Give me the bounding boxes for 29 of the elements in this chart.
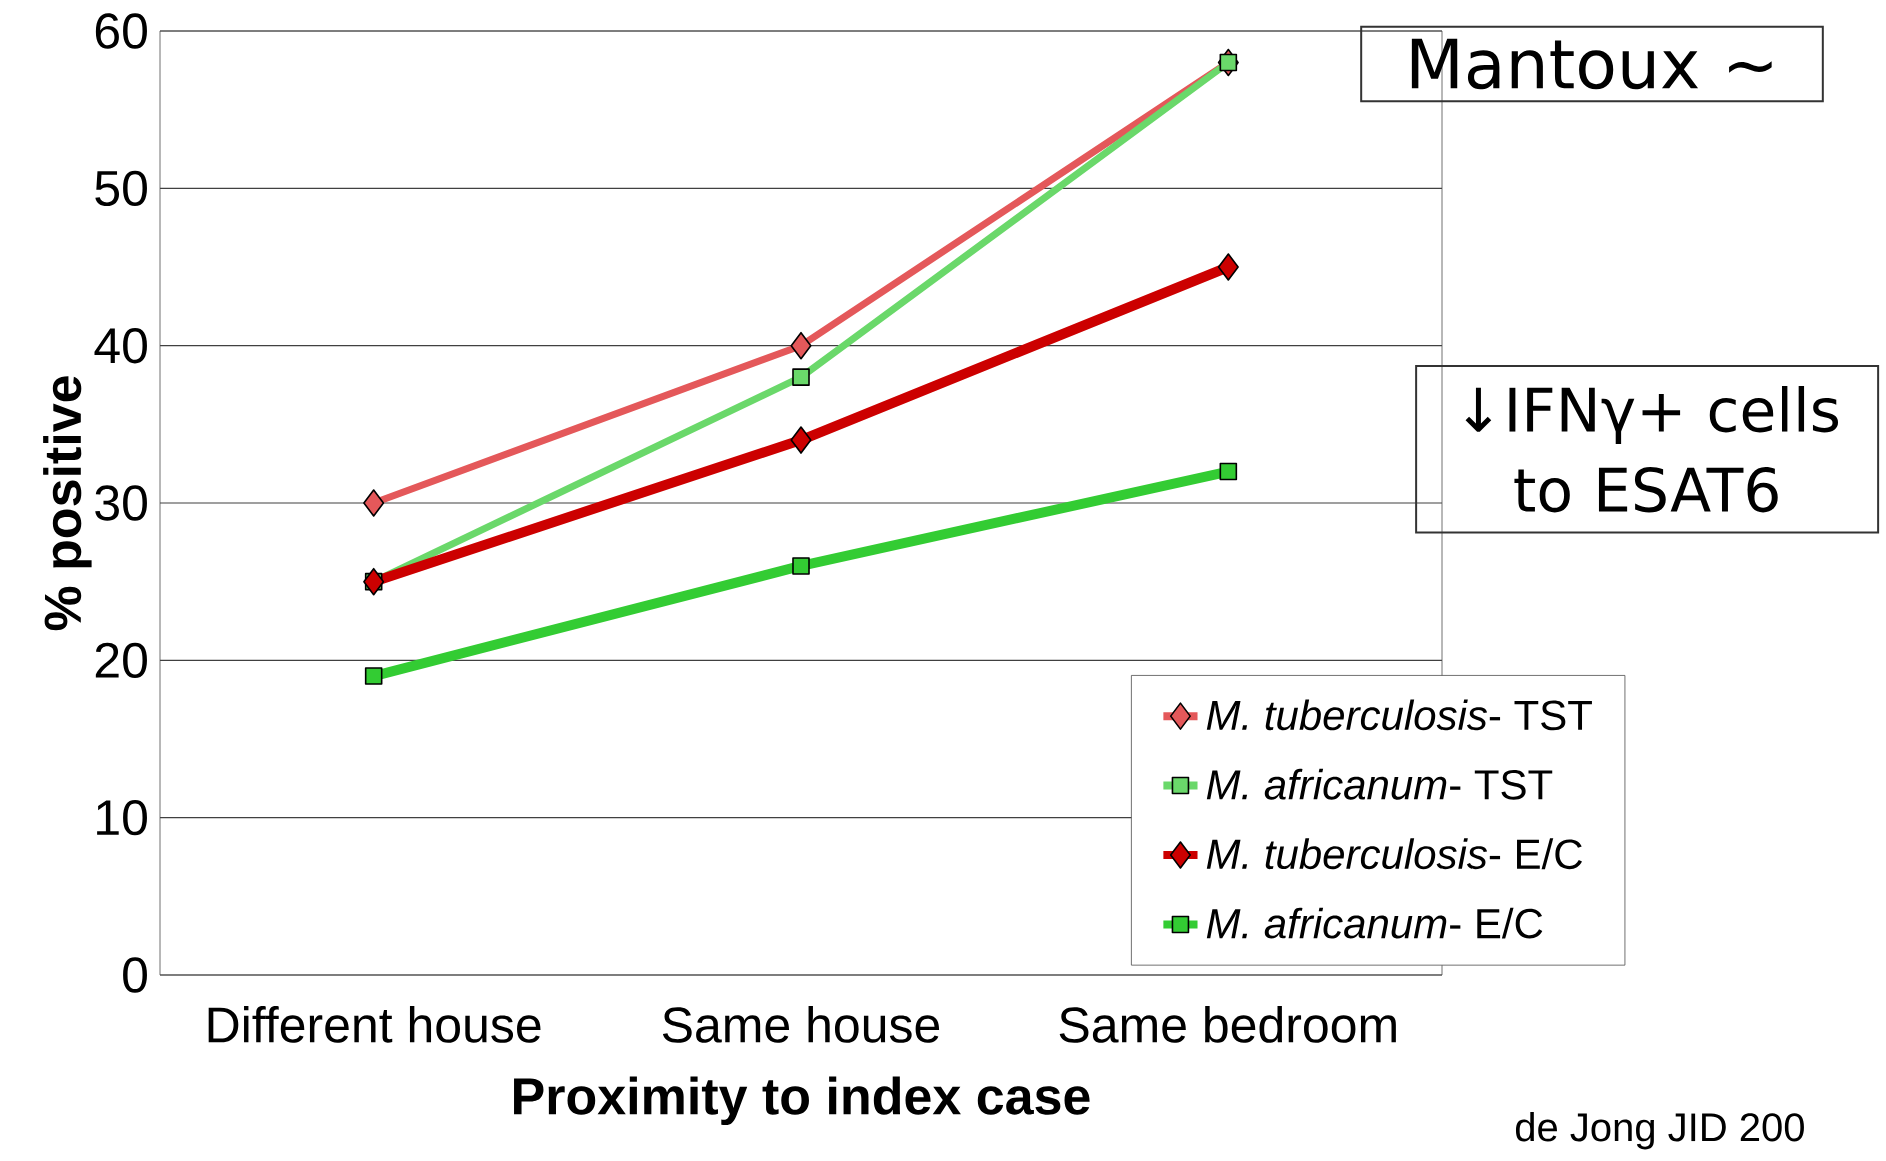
text: de Jong JID 200 (1515, 1112, 1804, 1150)
y-tick-label: 40 (94, 327, 147, 364)
point (792, 557, 810, 575)
point (1217, 253, 1239, 281)
point (1219, 462, 1238, 481)
annotation: Mantoux ~ (1411, 38, 1772, 90)
y-tick-label: 0 (123, 957, 147, 993)
text: ↓IFNγ+ cells to ESAT6 (1465, 385, 1839, 513)
legend-label: M. africanum- TST (1206, 768, 1553, 800)
y-tick-label: 50 (95, 170, 147, 207)
legend-label: M. tuberculosis- E/C (1206, 838, 1582, 870)
point (790, 426, 812, 454)
y-tick-label: 10 (97, 799, 147, 836)
y-tick-label: 30 (95, 485, 147, 521)
point (363, 489, 385, 517)
point (790, 331, 812, 360)
y-tick-label: 60 (95, 13, 147, 49)
y-axis-title: % positive (43, 376, 92, 631)
legend-label: M. tuberculosis- TST (1206, 699, 1592, 731)
point (1219, 53, 1238, 72)
point (792, 368, 810, 386)
point (363, 567, 385, 596)
legend-label: M. africanum- E/C (1206, 907, 1543, 939)
x-tick-label: Different house (208, 1006, 541, 1043)
x-tick-label: Same house (662, 1006, 940, 1043)
x-axis-title: Proximity to index case (514, 1076, 1090, 1125)
y-tick-label: 20 (95, 642, 147, 679)
x-tick-label: Same bedroom (1059, 1006, 1396, 1043)
point (364, 667, 383, 685)
